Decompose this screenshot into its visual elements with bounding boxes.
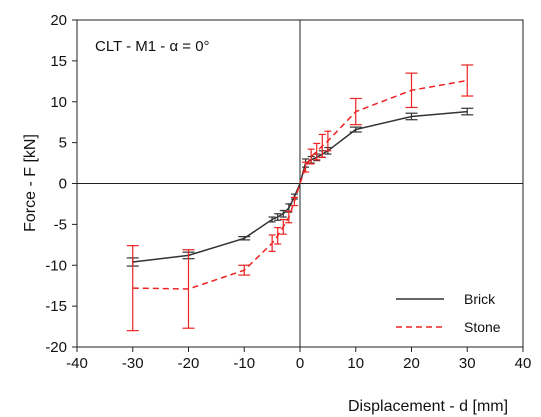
x-tick-label: -30 [122,355,144,372]
series-stone-errorbar [290,196,298,207]
x-tick-label: -10 [233,355,255,372]
x-tick-label: 40 [515,355,532,372]
series-stone-errorbar [307,148,315,165]
series-stone [126,64,474,332]
y-tick-label: -10 [45,257,67,274]
series-brick-errorbar [279,209,287,218]
series-brick-errorbar [274,213,282,221]
y-tick-label: 10 [50,94,67,111]
x-axis-title: Displacement - d [mm] [348,398,508,415]
series-stone-errorbar [405,72,418,109]
series-brick-line [132,110,468,263]
series-stone-errorbar [349,97,362,126]
series-stone-errorbar [279,218,287,235]
series-stone-errorbar [268,234,276,252]
legend: Brick Stone [396,291,501,335]
x-tick-label: 20 [403,355,420,372]
y-tick-label: 5 [59,135,67,152]
series-stone-errorbar [324,130,332,152]
y-tick-label: 15 [50,53,67,70]
series-layer [126,64,474,332]
y-tick-label: -15 [45,298,67,315]
series-stone-errorbar [318,133,326,158]
series-stone-line [132,79,468,290]
y-tick-label: -20 [45,339,67,356]
y-tick-label: 20 [50,12,67,29]
x-tick-label: 0 [296,355,304,372]
x-tick-label: -40 [66,355,88,372]
series-stone-errorbar [302,161,310,173]
series-brick-errorbar [238,236,251,241]
legend-stone-label: Stone [464,319,501,335]
series-brick-errorbar [405,112,418,121]
y-tick-label: 0 [59,176,67,193]
tick-labels: -40 -30 -20 -10 0 10 20 30 40 -20 -15 -10 -5 0 5 10 15 20 [45,12,531,372]
series-brick-errorbar [461,107,474,116]
x-tick-label: 30 [459,355,476,372]
series-stone-errorbar [126,245,139,332]
series-stone-errorbar [182,249,195,329]
tick-marks [72,19,524,352]
series-brick-errorbar [349,126,362,133]
series-stone-errorbar [274,227,282,245]
series-brick-errorbar [268,216,276,223]
x-tick-label: -20 [178,355,200,372]
series-stone-errorbar [313,142,321,161]
series-stone-errorbar [238,264,251,276]
y-axis-title: Force - F [kN] [22,134,39,232]
legend-brick-label: Brick [464,291,496,307]
y-tick-label: -5 [54,216,67,233]
chart-annotation: CLT - M1 - α = 0° [95,38,210,55]
series-stone-errorbar [461,64,474,97]
x-tick-label: 10 [347,355,364,372]
series-stone-errorbar [285,210,293,224]
